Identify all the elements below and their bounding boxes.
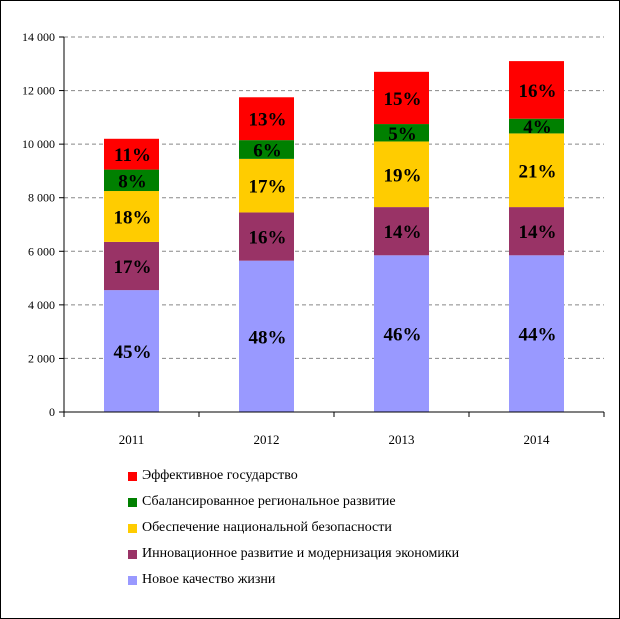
y-tick-label: 12 000: [22, 84, 55, 98]
legend: Эффективное государство Сбалансированное…: [128, 463, 459, 593]
y-axis: 0 2 000 4 000 6 000 8 000 10 000 12 000 14 000: [22, 30, 65, 419]
data-label: 14%: [519, 222, 557, 243]
data-label: 44%: [519, 325, 557, 346]
bar-segment: [239, 140, 294, 159]
data-label: 21%: [519, 161, 557, 182]
bar-segment: [239, 158, 294, 213]
bar-segment: [509, 207, 564, 256]
y-tick-label: 0: [49, 405, 55, 419]
legend-swatch-maroon: [128, 549, 137, 559]
bar-segment: [509, 118, 564, 134]
legend-label: Эффективное государство: [142, 468, 298, 483]
legend-label: Инновационное развитие и модернизация эк…: [142, 546, 460, 561]
bar-segment: [509, 255, 564, 412]
legend-item-effective-state: Эффективное государство: [128, 463, 459, 489]
data-label: 17%: [249, 177, 287, 198]
data-label: 15%: [384, 89, 422, 110]
x-axis: 2011 2012 2013 2014: [63, 411, 605, 447]
legend-item-quality-of-life: Новое качество жизни: [128, 567, 459, 593]
bar-segment: [374, 141, 429, 208]
bar-segment: [104, 191, 159, 242]
y-tick-label: 10 000: [22, 137, 55, 151]
bar-segment: [509, 61, 564, 119]
data-label: 14%: [384, 222, 422, 243]
data-label: 6%: [253, 141, 282, 162]
legend-item-regional-development: Сбалансированное региональное развитие: [128, 489, 459, 515]
legend-label: Новое качество жизни: [142, 572, 276, 587]
y-tick-label: 2 000: [28, 351, 55, 365]
bar-segment: [104, 169, 159, 192]
y-tick-label: 6 000: [28, 244, 55, 258]
legend-swatch-green: [128, 497, 137, 507]
x-tick-label: 2014: [524, 432, 551, 447]
data-label: 11%: [114, 145, 151, 166]
bar-segment: [239, 260, 294, 412]
data-label: 13%: [249, 110, 287, 131]
bar-segment: [374, 207, 429, 256]
bar-segment: [374, 71, 429, 125]
y-tick-label: 14 000: [22, 30, 55, 44]
legend-item-national-security: Обеспечение национальной безопасности: [128, 515, 459, 541]
bar-segment: [374, 124, 429, 142]
bar-segment: [104, 241, 159, 291]
x-tick-label: 2013: [389, 432, 415, 447]
y-tick-label: 8 000: [28, 191, 55, 205]
legend-item-innovation: Инновационное развитие и модернизация эк…: [128, 541, 459, 567]
data-label: 4%: [523, 117, 552, 138]
bar-segment: [509, 133, 564, 208]
legend-label: Обеспечение национальной безопасности: [142, 520, 392, 535]
data-label: 48%: [249, 327, 287, 348]
bars: 45% 17% 18% 8% 11% 48% 16% 17% 6% 13% 46% 14% 19% 5% 1…: [104, 61, 564, 412]
y-tick-label: 4 000: [28, 298, 55, 312]
data-label: 16%: [519, 81, 557, 102]
x-tick-label: 2011: [119, 432, 145, 447]
bar-segment: [239, 212, 294, 261]
data-label: 46%: [384, 325, 422, 346]
data-label: 45%: [114, 342, 152, 363]
data-label: 5%: [388, 124, 417, 145]
bar-segment: [104, 138, 159, 170]
bar-segment: [104, 290, 159, 412]
data-label: 8%: [118, 171, 147, 192]
legend-label: Сбалансированное региональное развитие: [142, 494, 396, 509]
data-label: 17%: [114, 257, 152, 278]
x-tick-label: 2012: [254, 432, 280, 447]
data-label: 19%: [384, 165, 422, 186]
legend-swatch-lavender: [128, 575, 137, 585]
data-label: 18%: [114, 207, 152, 228]
bar-segment: [374, 255, 429, 412]
legend-swatch-red: [128, 471, 137, 481]
legend-swatch-yellow: [128, 523, 137, 533]
data-label: 16%: [249, 228, 287, 249]
bar-segment: [239, 97, 294, 141]
